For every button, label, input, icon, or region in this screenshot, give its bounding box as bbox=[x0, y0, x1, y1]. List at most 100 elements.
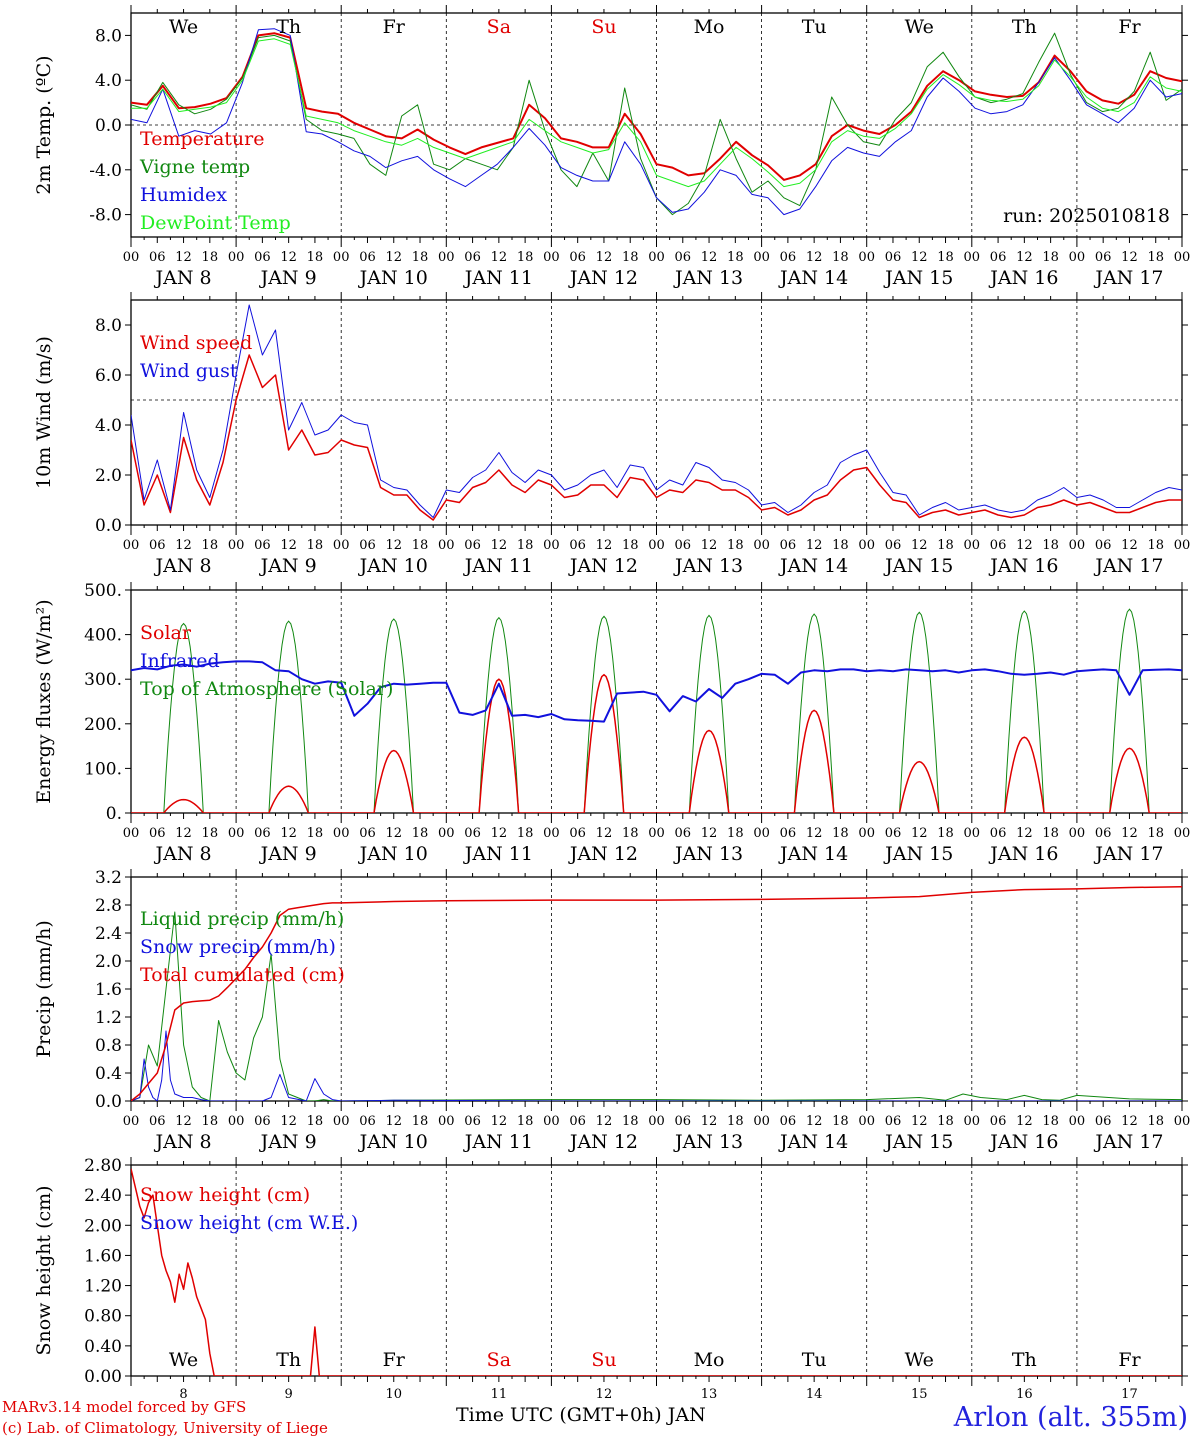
date-label: JAN 11 bbox=[463, 267, 533, 289]
x-tick-label: 00 bbox=[648, 250, 665, 265]
day-number-label: 17 bbox=[1121, 1387, 1138, 1402]
date-label: JAN 8 bbox=[154, 843, 212, 865]
date-label: JAN 14 bbox=[778, 1131, 848, 1153]
x-tick-label: 00 bbox=[858, 538, 875, 553]
plot-area bbox=[131, 886, 1182, 1101]
x-tick-label: 12 bbox=[385, 250, 402, 265]
x-tick-label: 06 bbox=[569, 250, 586, 265]
x-tick-label: 18 bbox=[412, 250, 429, 265]
x-tick-label: 06 bbox=[149, 250, 166, 265]
date-label: JAN 15 bbox=[883, 1131, 953, 1153]
x-tick-label: 06 bbox=[780, 250, 797, 265]
day-number-label: 13 bbox=[701, 1387, 718, 1402]
y-tick-label: 300. bbox=[84, 670, 122, 690]
plot-frame bbox=[130, 589, 1183, 814]
panel-1: -8.0 -4.0 0.0 4.0 8.0 00 06 12 18 00 06 12 18 00 06 12 1… bbox=[33, 5, 1190, 289]
y-tick-label: 2.0 bbox=[95, 466, 122, 486]
x-tick-label: 18 bbox=[202, 1114, 219, 1129]
y-tick-label: 2.40 bbox=[84, 1186, 122, 1206]
x-tick-label: 06 bbox=[1095, 826, 1112, 841]
x-tick-label: 18 bbox=[1042, 538, 1059, 553]
x-tick-label: 00 bbox=[333, 538, 350, 553]
legend-item: Humidex bbox=[140, 184, 227, 206]
y-axis-label: Energy fluxes (W/m²) bbox=[33, 599, 55, 803]
x-tick-label: 00 bbox=[438, 538, 455, 553]
date-label: JAN 14 bbox=[778, 555, 848, 577]
plot-area bbox=[131, 28, 1182, 216]
legend-item: Top of Atmosphere (Solar) bbox=[140, 678, 393, 700]
legend-item: Wind speed bbox=[140, 332, 252, 354]
x-tick-label: 00 bbox=[964, 538, 981, 553]
x-tick-label: 06 bbox=[675, 250, 692, 265]
x-tick-label: 18 bbox=[1042, 826, 1059, 841]
date-label: JAN 13 bbox=[673, 1131, 743, 1153]
legend-item: Snow height (cm) bbox=[140, 1184, 310, 1206]
y-tick-label: 0.0 bbox=[95, 516, 122, 536]
x-tick-label: 06 bbox=[359, 538, 376, 553]
series-line-total-cumulated-cm- bbox=[131, 886, 1182, 1101]
date-label: JAN 13 bbox=[673, 843, 743, 865]
y-tick-label: 0.8 bbox=[95, 1036, 122, 1056]
day-number-label: 15 bbox=[911, 1387, 928, 1402]
x-tick-label: 12 bbox=[1016, 250, 1033, 265]
y-tick-label: 0.00 bbox=[84, 1367, 122, 1387]
date-label: JAN 13 bbox=[673, 555, 743, 577]
x-tick-label: 00 bbox=[753, 826, 770, 841]
y-tick-label: 4.0 bbox=[95, 71, 122, 91]
series-line-snow-precip-mm-h- bbox=[131, 1030, 1182, 1101]
date-label: JAN 15 bbox=[883, 267, 953, 289]
x-tick-label: 06 bbox=[990, 250, 1007, 265]
weekday-label: Su bbox=[591, 1349, 616, 1371]
x-tick-label: 00 bbox=[753, 250, 770, 265]
date-label: JAN 12 bbox=[568, 843, 638, 865]
y-tick-label: 0.0 bbox=[95, 116, 122, 136]
x-tick-label: 18 bbox=[412, 1114, 429, 1129]
x-tick-label: 18 bbox=[202, 826, 219, 841]
location-label: Arlon (alt. 355m) bbox=[953, 1402, 1188, 1433]
day-number-label: 16 bbox=[1016, 1387, 1033, 1402]
x-tick-label: 06 bbox=[990, 826, 1007, 841]
x-tick-label: 12 bbox=[1016, 538, 1033, 553]
x-tick-label: 18 bbox=[412, 538, 429, 553]
date-label: JAN 17 bbox=[1093, 843, 1163, 865]
x-tick-label: 00 bbox=[1174, 826, 1191, 841]
x-tick-label: 12 bbox=[175, 1114, 192, 1129]
x-tick-label: 00 bbox=[1174, 250, 1191, 265]
weekday-label: Th bbox=[276, 1349, 301, 1371]
weekday-label: Th bbox=[1012, 16, 1037, 38]
x-tick-label: 06 bbox=[359, 826, 376, 841]
y-tick-label: 100. bbox=[84, 759, 122, 779]
x-tick-label: 12 bbox=[911, 538, 928, 553]
series-line-infrared bbox=[131, 660, 1182, 723]
y-tick-label: -4.0 bbox=[89, 161, 122, 181]
x-tick-label: 18 bbox=[517, 1114, 534, 1129]
x-tick-label: 00 bbox=[123, 250, 140, 265]
x-tick-label: 12 bbox=[911, 1114, 928, 1129]
date-label: JAN 17 bbox=[1093, 555, 1163, 577]
legend-item: Wind gust bbox=[140, 360, 238, 382]
x-tick-label: 06 bbox=[675, 826, 692, 841]
x-tick-label: 18 bbox=[832, 250, 849, 265]
x-tick-label: 06 bbox=[885, 538, 902, 553]
x-tick-label: 06 bbox=[885, 1114, 902, 1129]
legend-item: Solar bbox=[140, 622, 192, 644]
panel-5: 0.00 0.40 0.80 1.20 1.60 2.00 2.40 2.80 Snow hei… bbox=[33, 1156, 1188, 1402]
x-tick-label: 00 bbox=[858, 826, 875, 841]
date-label: JAN 17 bbox=[1093, 267, 1163, 289]
model-credit: MARv3.14 model forced by GFS bbox=[2, 1398, 247, 1416]
x-tick-label: 18 bbox=[1042, 250, 1059, 265]
x-tick-label: 06 bbox=[464, 826, 481, 841]
y-tick-label: 2.0 bbox=[95, 952, 122, 972]
x-tick-label: 06 bbox=[1095, 1114, 1112, 1129]
y-axis-label: Snow height (cm) bbox=[33, 1185, 55, 1355]
x-tick-label: 06 bbox=[254, 250, 271, 265]
x-tick-label: 00 bbox=[543, 1114, 560, 1129]
lab-credit: (c) Lab. of Climatology, University of L… bbox=[2, 1419, 328, 1437]
x-tick-label: 12 bbox=[911, 250, 928, 265]
x-tick-label: 06 bbox=[464, 250, 481, 265]
weekday-label: Tu bbox=[802, 1349, 827, 1371]
x-tick-label: 06 bbox=[149, 1114, 166, 1129]
date-label: JAN 8 bbox=[154, 1131, 212, 1153]
y-tick-label: 0.0 bbox=[95, 1092, 122, 1112]
x-tick-label: 00 bbox=[964, 250, 981, 265]
